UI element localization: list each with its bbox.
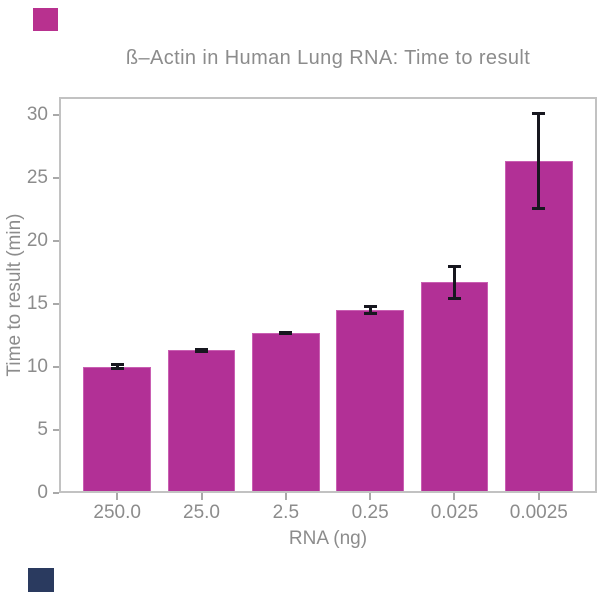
y-tick-mark — [53, 113, 59, 116]
error-bar-cap-bottom — [363, 311, 377, 315]
error-bar-cap-bottom — [279, 332, 293, 336]
x-tick-mark — [453, 493, 456, 500]
error-bar-cap-bottom — [110, 367, 124, 371]
error-bar — [537, 113, 541, 210]
x-tick-mark — [284, 493, 287, 500]
y-tick-label: 0 — [37, 482, 48, 503]
y-tick-label: 30 — [26, 103, 48, 125]
x-tick-label: 0.0025 — [509, 502, 568, 523]
error-bar-cap-top — [279, 330, 293, 334]
x-tick-label: 2.5 — [272, 502, 300, 523]
bar — [420, 282, 489, 493]
error-bar-cap-top — [447, 264, 461, 268]
error-bar-cap-top — [532, 112, 546, 116]
y-tick-mark — [53, 428, 59, 431]
chart-title: ß–Actin in Human Lung RNA: Time to resul… — [125, 47, 531, 69]
x-tick-mark — [200, 493, 203, 500]
x-tick-mark — [537, 493, 540, 500]
x-tick-label: 250.0 — [93, 502, 141, 523]
bar — [83, 366, 151, 493]
bar — [252, 332, 320, 493]
error-bar-cap-top — [110, 363, 124, 367]
bar — [505, 161, 573, 493]
bar — [336, 310, 404, 493]
y-tick-mark — [53, 365, 59, 368]
error-bar-cap-top — [363, 305, 377, 309]
y-tick-mark — [53, 302, 59, 305]
x-tick-mark — [369, 493, 372, 500]
error-bar — [368, 306, 372, 314]
x-tick-label: 0.25 — [351, 502, 389, 523]
y-tick-label: 5 — [37, 418, 48, 440]
x-tick-label: 0.025 — [430, 502, 479, 523]
error-bar — [452, 265, 456, 299]
error-bar-cap-bottom — [447, 296, 461, 300]
x-axis-label: RNA (ng) — [288, 528, 368, 549]
y-tick-mark — [53, 239, 59, 242]
color-marker-bottom-left — [28, 568, 54, 592]
bar — [167, 350, 236, 493]
error-bar-cap-bottom — [532, 207, 546, 211]
error-bar — [115, 364, 119, 370]
y-tick-label: 20 — [26, 229, 48, 251]
y-tick-label: 15 — [26, 292, 48, 314]
y-tick-label: 25 — [26, 166, 48, 188]
x-tick-label: 25.0 — [183, 502, 220, 523]
error-bar-cap-top — [195, 348, 208, 352]
error-bar-cap-bottom — [195, 349, 208, 353]
color-marker-top-left — [33, 8, 58, 31]
y-tick-mark — [53, 492, 59, 494]
y-tick-label: 10 — [26, 355, 48, 377]
x-tick-mark — [116, 493, 119, 500]
y-tick-mark — [53, 176, 59, 179]
